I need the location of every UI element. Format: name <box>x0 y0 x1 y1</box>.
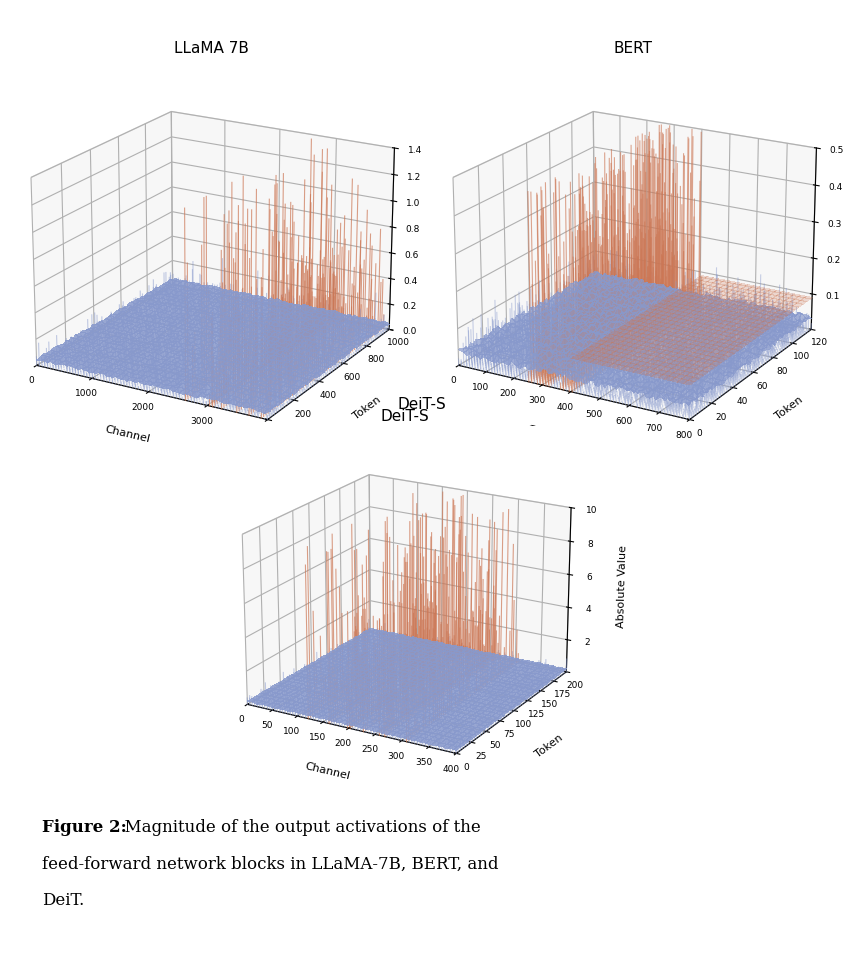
Text: feed-forward network blocks in LLaMA-7B, BERT, and: feed-forward network blocks in LLaMA-7B,… <box>42 856 499 873</box>
Y-axis label: Token: Token <box>533 733 565 760</box>
Text: Figure 2:: Figure 2: <box>42 819 127 836</box>
X-axis label: Channel: Channel <box>104 424 151 445</box>
Title: LLaMA 7B: LLaMA 7B <box>174 41 248 55</box>
Text: DeiT-S: DeiT-S <box>398 397 446 412</box>
Y-axis label: Token: Token <box>351 394 382 422</box>
Text: DeiT.: DeiT. <box>42 892 84 910</box>
Title: BERT: BERT <box>614 41 652 55</box>
Title: DeiT-S: DeiT-S <box>381 409 430 423</box>
X-axis label: Channel: Channel <box>304 761 351 781</box>
Y-axis label: Token: Token <box>773 394 804 422</box>
X-axis label: Channel: Channel <box>526 424 573 445</box>
Text: Magnitude of the output activations of the: Magnitude of the output activations of t… <box>114 819 481 836</box>
